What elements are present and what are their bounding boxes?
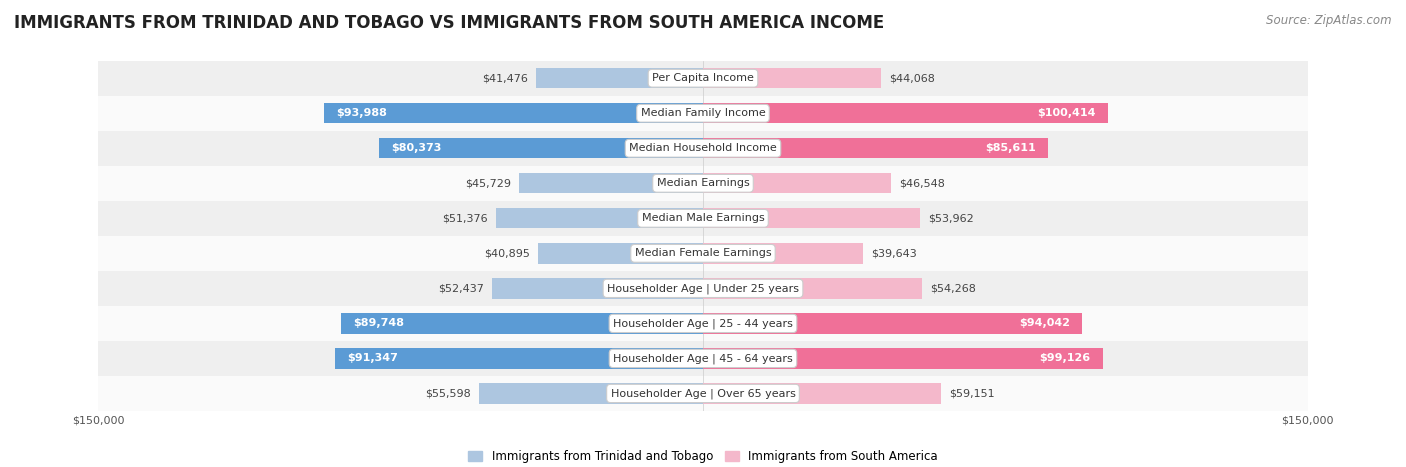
Text: $59,151: $59,151 <box>949 389 995 398</box>
Text: Householder Age | 25 - 44 years: Householder Age | 25 - 44 years <box>613 318 793 329</box>
Bar <box>325 103 703 123</box>
Bar <box>703 103 1108 123</box>
Bar <box>703 348 1102 368</box>
Text: $44,068: $44,068 <box>889 73 935 83</box>
Bar <box>98 341 1308 376</box>
Bar <box>492 278 703 298</box>
Text: IMMIGRANTS FROM TRINIDAD AND TOBAGO VS IMMIGRANTS FROM SOUTH AMERICA INCOME: IMMIGRANTS FROM TRINIDAD AND TOBAGO VS I… <box>14 14 884 32</box>
Bar <box>98 131 1308 166</box>
Bar <box>98 61 1308 96</box>
Bar <box>703 313 1083 333</box>
Text: $52,437: $52,437 <box>437 283 484 293</box>
Text: $46,548: $46,548 <box>898 178 945 188</box>
Text: $53,962: $53,962 <box>928 213 974 223</box>
Bar <box>479 383 703 403</box>
Bar <box>98 271 1308 306</box>
Text: $54,268: $54,268 <box>929 283 976 293</box>
Text: Householder Age | Under 25 years: Householder Age | Under 25 years <box>607 283 799 294</box>
Text: $89,748: $89,748 <box>353 318 405 328</box>
Bar <box>536 68 703 88</box>
Text: $100,414: $100,414 <box>1038 108 1095 118</box>
Bar <box>380 138 703 158</box>
Bar <box>538 243 703 263</box>
Bar <box>98 201 1308 236</box>
Text: $94,042: $94,042 <box>1019 318 1070 328</box>
Text: Householder Age | 45 - 64 years: Householder Age | 45 - 64 years <box>613 353 793 364</box>
Bar <box>98 96 1308 131</box>
Bar <box>703 243 863 263</box>
Bar <box>703 278 922 298</box>
Text: $99,126: $99,126 <box>1039 354 1091 363</box>
Text: $41,476: $41,476 <box>482 73 527 83</box>
Bar <box>98 166 1308 201</box>
Text: Median Male Earnings: Median Male Earnings <box>641 213 765 223</box>
Text: Median Household Income: Median Household Income <box>628 143 778 153</box>
Bar <box>335 348 703 368</box>
Text: Median Female Earnings: Median Female Earnings <box>634 248 772 258</box>
Text: $55,598: $55,598 <box>425 389 471 398</box>
Bar <box>496 208 703 228</box>
Bar <box>703 173 890 193</box>
Text: Householder Age | Over 65 years: Householder Age | Over 65 years <box>610 388 796 399</box>
Text: Per Capita Income: Per Capita Income <box>652 73 754 83</box>
Bar <box>519 173 703 193</box>
Bar <box>703 208 921 228</box>
Text: Median Family Income: Median Family Income <box>641 108 765 118</box>
Bar <box>703 68 880 88</box>
Text: $85,611: $85,611 <box>986 143 1036 153</box>
Text: $39,643: $39,643 <box>870 248 917 258</box>
Text: $40,895: $40,895 <box>484 248 530 258</box>
Text: $93,988: $93,988 <box>336 108 387 118</box>
Text: $91,347: $91,347 <box>347 354 398 363</box>
Text: Source: ZipAtlas.com: Source: ZipAtlas.com <box>1267 14 1392 27</box>
Bar <box>98 306 1308 341</box>
Legend: Immigrants from Trinidad and Tobago, Immigrants from South America: Immigrants from Trinidad and Tobago, Imm… <box>463 446 943 467</box>
Bar <box>703 383 942 403</box>
Text: $51,376: $51,376 <box>443 213 488 223</box>
Text: $45,729: $45,729 <box>464 178 510 188</box>
Bar <box>98 236 1308 271</box>
Text: $80,373: $80,373 <box>391 143 441 153</box>
Bar <box>98 376 1308 411</box>
Bar <box>703 138 1047 158</box>
Text: Median Earnings: Median Earnings <box>657 178 749 188</box>
Bar <box>342 313 703 333</box>
